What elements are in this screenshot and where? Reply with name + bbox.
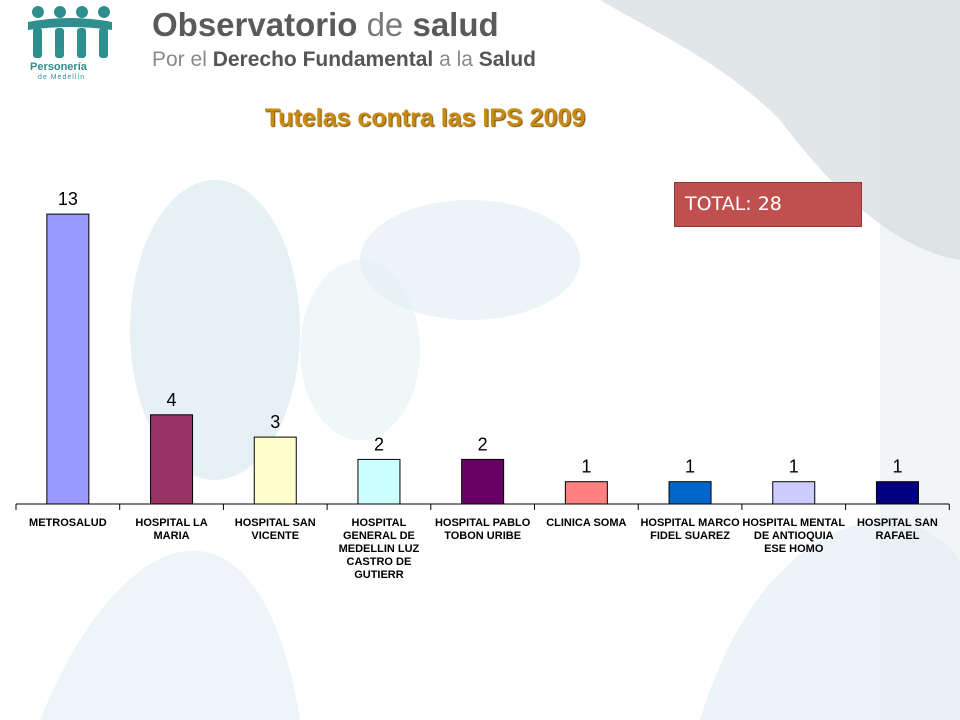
- bar: [253, 436, 297, 505]
- x-tick-label: HOSPITAL LA MARIA: [135, 517, 208, 542]
- data-label: 2: [478, 434, 488, 454]
- data-label: 3: [270, 412, 280, 432]
- x-tick-label: HOSPITAL SAN RAFAEL: [856, 517, 938, 542]
- bar: [46, 213, 90, 505]
- bar: [564, 481, 608, 505]
- x-tick-label: HOSPITAL MARCO FIDEL SUAREZ: [640, 517, 740, 542]
- total-box: TOTAL: 28: [674, 182, 862, 227]
- data-label: 1: [892, 457, 902, 477]
- x-tick-label: HOSPITAL PABLO TOBON URIBE: [434, 517, 531, 542]
- x-tick-label: HOSPITAL GENERAL DE MEDELLIN LUZ CASTRO …: [338, 517, 420, 581]
- bar: [875, 481, 919, 505]
- bar: [668, 481, 712, 505]
- bar: [150, 414, 194, 505]
- logo-subword: de Medellín: [38, 74, 86, 81]
- bar: [461, 458, 505, 505]
- data-label: 13: [58, 189, 78, 209]
- bar: [357, 458, 401, 505]
- logo-word: Personería: [30, 61, 87, 73]
- header-subtitle: Por el Derecho Fundamental a la Salud: [152, 48, 536, 71]
- header-banner: Personería de Medellín Observatorio de s…: [0, 0, 960, 88]
- data-label: 1: [789, 457, 799, 477]
- chart-title: Tutelas contra las IPS 2009: [264, 104, 586, 132]
- data-label: 1: [581, 457, 591, 477]
- data-label: 1: [685, 457, 695, 477]
- x-tick-label: CLINICA SOMA: [546, 517, 627, 529]
- x-tick-label: METROSALUD: [29, 517, 107, 529]
- four-people-icon: [28, 6, 112, 58]
- x-tick-label: HOSPITAL SAN VICENTE: [234, 517, 316, 542]
- x-tick-label: HOSPITAL MENTAL DE ANTIOQUIA ESE HOMO: [742, 517, 846, 555]
- data-label: 4: [167, 390, 177, 410]
- header-title: Observatorio de salud: [152, 6, 499, 43]
- bar: [772, 481, 816, 505]
- data-label: 2: [374, 434, 384, 454]
